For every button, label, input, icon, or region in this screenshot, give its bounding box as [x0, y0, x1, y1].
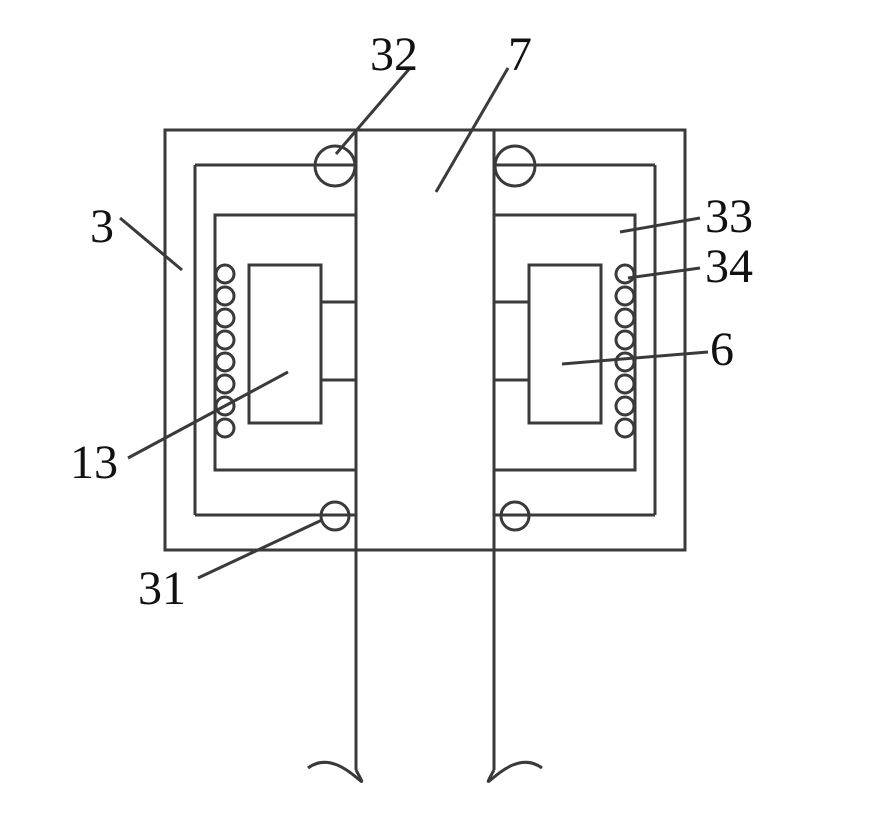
callout-label-34: 34 — [705, 240, 753, 293]
callout-label-31: 31 — [138, 562, 186, 615]
callout-label-3: 3 — [90, 200, 114, 253]
callout-label-7: 7 — [508, 28, 532, 81]
callout-label-32: 32 — [370, 28, 418, 81]
callout-label-6: 6 — [710, 323, 734, 376]
callout-label-33: 33 — [705, 190, 753, 243]
callout-label-13: 13 — [70, 436, 118, 489]
